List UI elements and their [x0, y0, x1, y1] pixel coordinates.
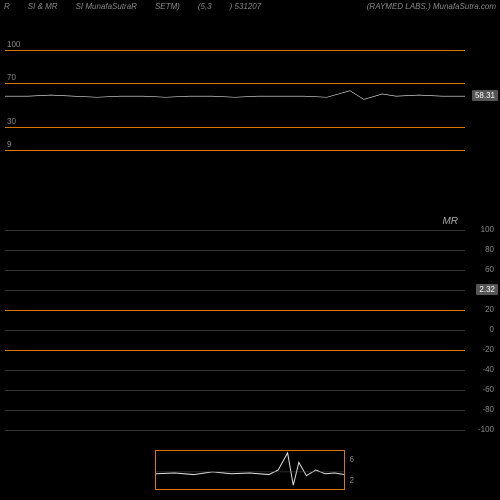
hdr-l2: SI & MR	[28, 2, 58, 11]
top-tick-label: 100	[7, 40, 20, 49]
bottom-tick-2: 2	[350, 476, 354, 485]
mid-tick-label: -60	[482, 385, 494, 394]
hdr-l3: SI MunafaSutraR	[76, 2, 137, 11]
top-tick-label: 9	[7, 140, 11, 149]
mid-tick-label: -40	[482, 365, 494, 374]
mid-tick-label: 100	[481, 225, 494, 234]
hdr-l5: (5,3	[198, 2, 212, 11]
top-current-value: 58.31	[472, 90, 498, 101]
bottom-box: 6 2	[155, 450, 345, 490]
mid-current-value: 2.32	[476, 284, 498, 295]
header-bar: R SI & MR SI MunafaSutraR SETM) (5,3 ) 5…	[0, 0, 500, 13]
top-chart	[5, 50, 465, 150]
mid-tick-label: 60	[485, 265, 494, 274]
hdr-l1: R	[4, 2, 10, 11]
mid-tick-label: 0	[490, 325, 494, 334]
mid-tick-label: -20	[482, 345, 494, 354]
mid-tick-label: -100	[478, 425, 494, 434]
top-tick-label: 70	[7, 73, 16, 82]
mid-tick-label: 80	[485, 245, 494, 254]
mid-chart	[5, 230, 465, 430]
hdr-r1: (RAYMED LABS.) MunafaSutra.com	[367, 2, 496, 11]
mr-label: MR	[442, 216, 458, 227]
bottom-chart: 6 2	[155, 450, 345, 490]
bottom-tick-6: 6	[350, 455, 354, 464]
mid-tick-label: 20	[485, 305, 494, 314]
top-tick-label: 30	[7, 117, 16, 126]
bar-container	[5, 230, 465, 430]
bottom-line	[156, 451, 344, 489]
hdr-l6: ) 531207	[230, 2, 262, 11]
top-line	[5, 50, 465, 150]
hdr-l4: SETM)	[155, 2, 180, 11]
mid-tick-label: -80	[482, 405, 494, 414]
